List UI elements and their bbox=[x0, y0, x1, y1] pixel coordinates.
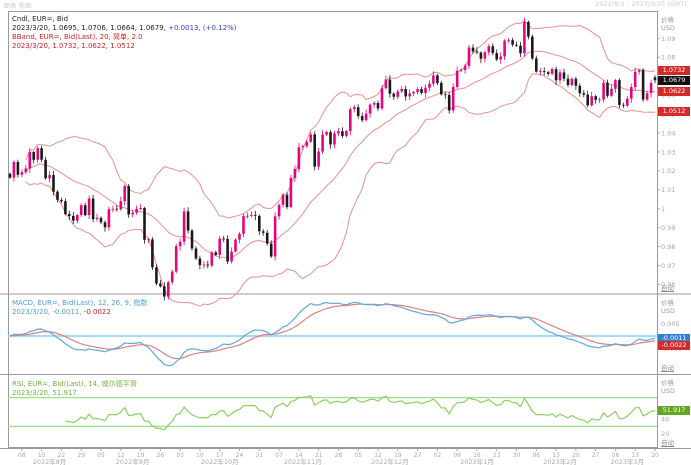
rsi-axis-auto-button[interactable]: 自动 bbox=[661, 439, 674, 447]
svg-text:15: 15 bbox=[38, 452, 46, 459]
chart-toolbar-label: 图表 视图 bbox=[4, 3, 32, 10]
svg-text:2022年12月: 2022年12月 bbox=[371, 457, 409, 465]
svg-text:08: 08 bbox=[18, 452, 26, 459]
price-axis-unit: USD bbox=[661, 24, 675, 32]
svg-text:1.09: 1.09 bbox=[661, 35, 675, 43]
svg-text:05: 05 bbox=[97, 452, 105, 459]
price-axis-auto-button[interactable]: 自动 bbox=[661, 284, 674, 292]
svg-text:2022年8月: 2022年8月 bbox=[33, 457, 67, 465]
svg-text:2022年11月: 2022年11月 bbox=[284, 457, 322, 465]
last-price-badge: 1.0679 bbox=[658, 75, 690, 85]
svg-text:2022年9月: 2022年9月 bbox=[116, 457, 150, 465]
svg-text:09: 09 bbox=[453, 452, 461, 459]
svg-text:19: 19 bbox=[394, 452, 402, 459]
svg-text:17: 17 bbox=[216, 452, 224, 459]
macd-value-badge: -0.0011 bbox=[658, 334, 690, 344]
svg-text:06: 06 bbox=[532, 452, 540, 459]
svg-text:19: 19 bbox=[137, 452, 145, 459]
svg-text:12: 12 bbox=[374, 452, 382, 459]
bband-upper-badge: 1.0732 bbox=[658, 65, 690, 75]
svg-text:22: 22 bbox=[58, 452, 66, 459]
svg-text:1.02: 1.02 bbox=[661, 167, 675, 175]
svg-text:06: 06 bbox=[612, 452, 620, 459]
svg-text:20: 20 bbox=[661, 430, 669, 438]
svg-text:02: 02 bbox=[434, 452, 442, 459]
macd-axis-title: 价格 bbox=[661, 299, 674, 307]
svg-text:20: 20 bbox=[651, 452, 659, 459]
svg-text:0.96: 0.96 bbox=[661, 281, 675, 289]
svg-text:13: 13 bbox=[552, 452, 560, 459]
svg-text:21: 21 bbox=[315, 452, 323, 459]
svg-text:1.03: 1.03 bbox=[661, 148, 675, 156]
svg-text:29: 29 bbox=[77, 452, 85, 459]
svg-text:0.98: 0.98 bbox=[661, 243, 675, 251]
svg-text:14: 14 bbox=[295, 452, 303, 459]
rsi-axis-unit: USD bbox=[661, 387, 675, 395]
svg-text:2023年3月: 2023年3月 bbox=[610, 457, 644, 465]
macd-axis-auto-button[interactable]: 自动 bbox=[661, 364, 674, 372]
price-axis-title: 价格 bbox=[661, 16, 674, 24]
svg-text:07: 07 bbox=[275, 452, 283, 459]
svg-text:24: 24 bbox=[236, 452, 244, 459]
bband-mid-badge: 1.0622 bbox=[658, 86, 690, 96]
bband-lower-badge: 1.0512 bbox=[658, 107, 690, 117]
rsi-value-badge: 51.917 bbox=[658, 406, 690, 416]
svg-text:27: 27 bbox=[592, 452, 600, 459]
svg-text:20: 20 bbox=[572, 452, 580, 459]
svg-text:1: 1 bbox=[661, 205, 665, 213]
svg-text:10: 10 bbox=[196, 452, 204, 459]
svg-text:13: 13 bbox=[631, 452, 639, 459]
macd-signal-badge: -0.0022 bbox=[658, 340, 690, 350]
svg-text:31: 31 bbox=[255, 452, 263, 459]
svg-text:26: 26 bbox=[157, 452, 165, 459]
svg-text:2023年1月: 2023年1月 bbox=[460, 457, 494, 465]
svg-text:1.04: 1.04 bbox=[661, 129, 675, 137]
macd-axis-unit: USD bbox=[661, 307, 675, 315]
price-axis-header: 价格 USD bbox=[661, 16, 675, 32]
svg-text:16: 16 bbox=[473, 452, 481, 459]
svg-text:28: 28 bbox=[335, 452, 343, 459]
svg-text:12: 12 bbox=[117, 452, 125, 459]
svg-text:2023年2月: 2023年2月 bbox=[543, 457, 577, 465]
svg-text:1.01: 1.01 bbox=[661, 186, 675, 194]
svg-text:30: 30 bbox=[513, 452, 521, 459]
svg-text:0.005: 0.005 bbox=[661, 320, 680, 328]
svg-text:0.99: 0.99 bbox=[661, 224, 675, 232]
svg-text:05: 05 bbox=[354, 452, 362, 459]
svg-text:2022年10月: 2022年10月 bbox=[201, 457, 239, 465]
svg-text:03: 03 bbox=[176, 452, 184, 459]
svg-text:27: 27 bbox=[414, 452, 422, 459]
svg-text:1.08: 1.08 bbox=[661, 54, 675, 62]
svg-text:23: 23 bbox=[493, 452, 501, 459]
svg-text:40: 40 bbox=[661, 416, 669, 424]
svg-text:0.97: 0.97 bbox=[661, 262, 675, 270]
date-range-label: 2022/8/3 - 2023/3/20 (GMT) bbox=[595, 1, 687, 8]
rsi-axis-title: 价格 bbox=[661, 379, 674, 387]
rsi-axis-header: 价格 USD bbox=[661, 379, 675, 395]
macd-axis-header: 价格 USD bbox=[661, 299, 675, 315]
